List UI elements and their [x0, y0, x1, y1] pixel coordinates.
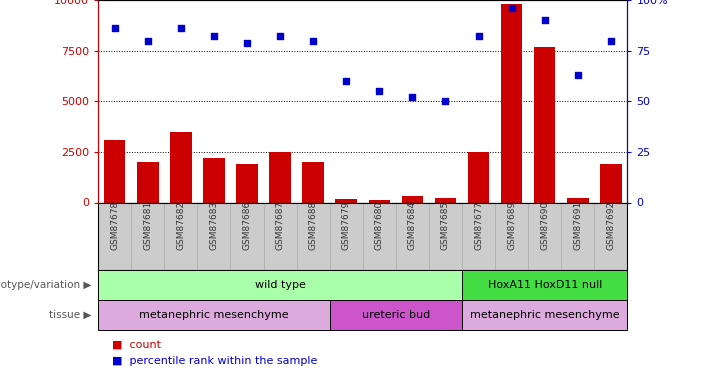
Bar: [600, 164, 622, 202]
Point: [407, 94, 418, 100]
Point: [473, 33, 484, 39]
Bar: [302, 162, 324, 202]
Text: genotype/variation ▶: genotype/variation ▶: [0, 280, 91, 290]
Bar: [402, 196, 423, 202]
Text: ■  percentile rank within the sample: ■ percentile rank within the sample: [112, 356, 318, 366]
Bar: [534, 46, 555, 202]
Bar: [236, 164, 258, 202]
Point: [572, 72, 583, 78]
Bar: [435, 198, 456, 202]
Bar: [567, 198, 589, 202]
Point: [142, 38, 154, 44]
Point: [275, 33, 286, 39]
Bar: [369, 201, 390, 202]
Point: [440, 98, 451, 104]
Bar: [501, 4, 522, 202]
Bar: [104, 140, 125, 202]
Point: [539, 17, 550, 23]
Bar: [170, 132, 191, 203]
Bar: [329, 300, 462, 330]
Bar: [462, 270, 627, 300]
Bar: [137, 162, 158, 202]
Bar: [336, 200, 357, 202]
Point: [308, 38, 319, 44]
Point: [374, 88, 385, 94]
Bar: [468, 152, 489, 202]
Bar: [203, 158, 224, 203]
Point: [341, 78, 352, 84]
Point: [241, 39, 252, 45]
Bar: [98, 270, 462, 300]
Point: [208, 33, 219, 39]
Text: metanephric mesenchyme: metanephric mesenchyme: [470, 310, 620, 320]
Point: [506, 5, 517, 11]
Text: tissue ▶: tissue ▶: [49, 310, 91, 320]
Text: ureteric bud: ureteric bud: [362, 310, 430, 320]
Text: HoxA11 HoxD11 null: HoxA11 HoxD11 null: [487, 280, 602, 290]
Point: [109, 26, 121, 32]
Text: metanephric mesenchyme: metanephric mesenchyme: [139, 310, 289, 320]
Text: ■  count: ■ count: [112, 339, 161, 350]
Point: [605, 38, 616, 44]
Bar: [98, 300, 329, 330]
Bar: [269, 152, 291, 202]
Bar: [462, 300, 627, 330]
Point: [175, 26, 186, 32]
Text: wild type: wild type: [254, 280, 306, 290]
